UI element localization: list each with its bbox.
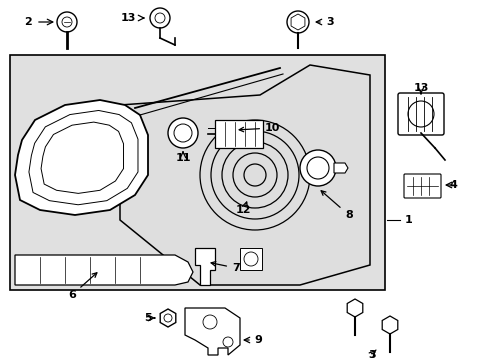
Polygon shape — [15, 100, 148, 215]
Text: 3: 3 — [367, 350, 375, 360]
Polygon shape — [15, 255, 193, 285]
FancyBboxPatch shape — [397, 93, 443, 135]
Text: 8: 8 — [321, 191, 352, 220]
Text: 5: 5 — [144, 313, 151, 323]
Text: 1: 1 — [404, 215, 412, 225]
Text: 13: 13 — [412, 83, 428, 93]
Text: 12: 12 — [235, 205, 250, 215]
Circle shape — [150, 8, 170, 28]
Text: 3: 3 — [325, 17, 333, 27]
Polygon shape — [195, 248, 215, 285]
Polygon shape — [120, 65, 369, 285]
Bar — [240, 248, 262, 270]
Text: 6: 6 — [68, 273, 97, 300]
Polygon shape — [333, 163, 347, 173]
Text: 7: 7 — [211, 262, 239, 273]
Text: 2: 2 — [24, 17, 32, 27]
FancyBboxPatch shape — [403, 174, 440, 198]
Bar — [215, 120, 263, 148]
Text: 11: 11 — [175, 153, 190, 163]
Text: 4: 4 — [448, 180, 456, 190]
Circle shape — [286, 11, 308, 33]
Text: 9: 9 — [254, 335, 262, 345]
Bar — [10, 55, 384, 290]
Circle shape — [57, 12, 77, 32]
Polygon shape — [184, 308, 240, 355]
Text: 13: 13 — [120, 13, 135, 23]
Text: 10: 10 — [239, 123, 280, 133]
Circle shape — [299, 150, 335, 186]
Circle shape — [168, 118, 198, 148]
